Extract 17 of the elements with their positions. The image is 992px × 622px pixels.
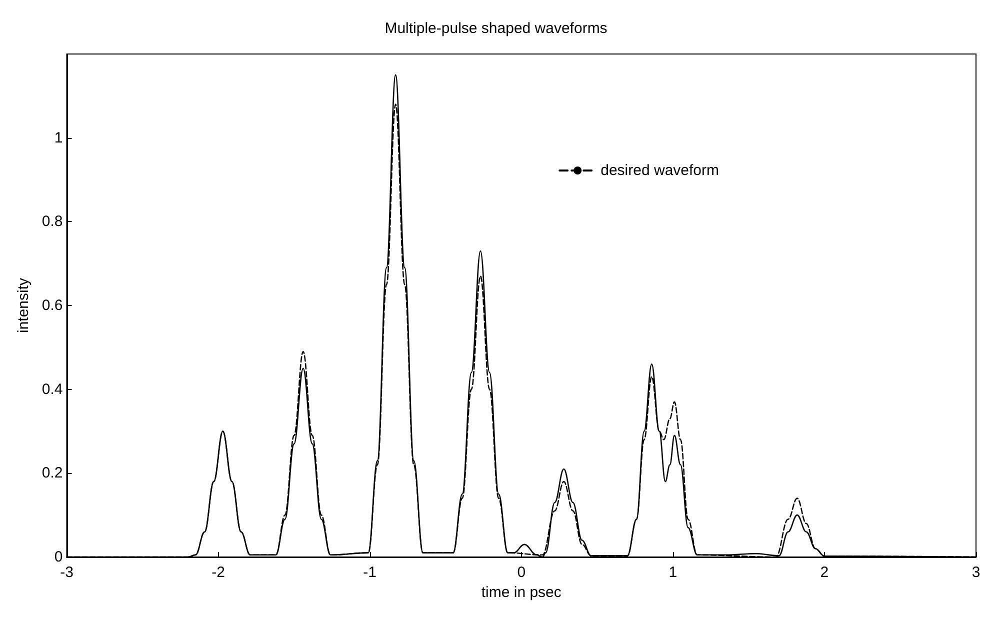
y-tick-label: 0 (54, 548, 63, 566)
x-tick-label: -3 (60, 564, 74, 581)
y-tick-label: 1 (54, 129, 63, 146)
legend-label: desired waveform (600, 162, 720, 179)
x-tick-label: 2 (820, 564, 829, 581)
y-axis-title: intensity (15, 277, 32, 334)
x-tick-label: -1 (363, 564, 377, 581)
chart-title: Multiple-pulse shaped waveforms (384, 20, 608, 37)
x-axis-title: time in psec (481, 584, 562, 601)
y-tick-label: 0.4 (42, 380, 63, 398)
y-tick-label: 0.6 (42, 297, 63, 314)
x-tick-label: 3 (972, 564, 980, 581)
x-tick-label: -2 (212, 564, 225, 581)
x-tick-label: 0 (517, 564, 526, 581)
y-tick-label: 0.2 (42, 464, 63, 482)
y-tick-label: 0.8 (42, 213, 63, 230)
x-tick-label: 1 (668, 564, 678, 581)
